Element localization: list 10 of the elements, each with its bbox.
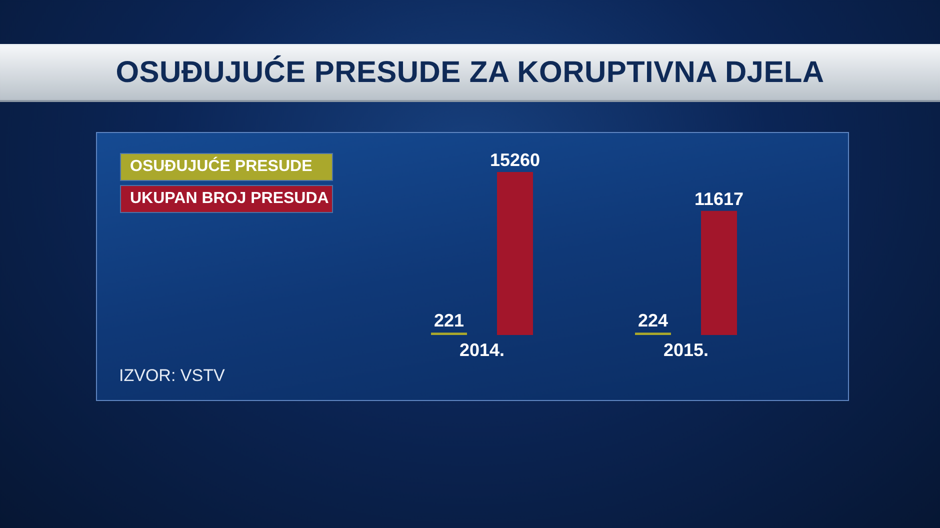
data-label: 221 [434,310,464,331]
data-label: 15260 [490,150,540,170]
chart-title: OSUĐUJUĆE PRESUDE ZA KORUPTIVNA DJELA [116,56,824,90]
data-label: 11617 [694,188,744,209]
x-tick-label: 2015. [663,340,709,360]
text: UKUPAN BROJ PRESUDA [130,190,329,208]
data-label: 224 [638,310,668,331]
text: IZVOR: VSTV [119,366,225,385]
x-tick-label: 2014. [459,340,505,360]
text: OSUĐUJUĆE PRESUDE [130,158,312,176]
